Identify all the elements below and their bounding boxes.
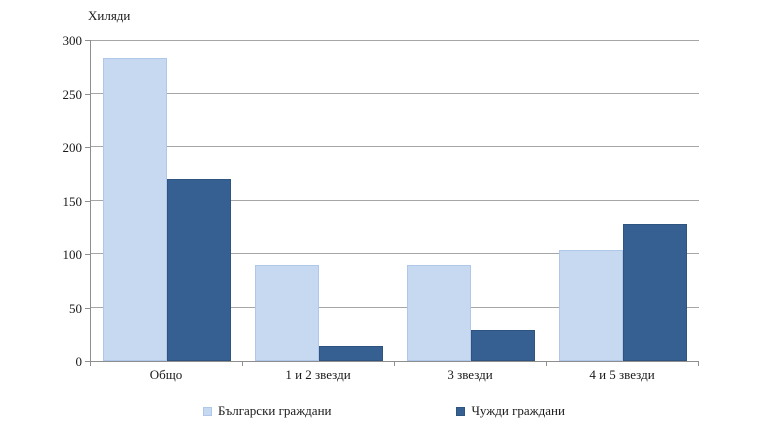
legend-swatch-icon [203, 406, 213, 416]
x-tick-mark-0 [90, 362, 91, 366]
legend: Български граждани Чужди граждани [0, 403, 768, 419]
bar-group-1 [243, 40, 395, 361]
x-axis-label-1: 1 и 2 звезди [285, 367, 351, 382]
x-tick-mark-4 [698, 362, 699, 366]
bar [103, 58, 167, 361]
gridline-y-200 [91, 146, 699, 147]
y-tick-mark-100 [85, 254, 90, 255]
x-tick-mark-3 [546, 362, 547, 366]
bar [559, 249, 623, 361]
y-tick-label-0: 0 [75, 354, 83, 369]
plot-area [90, 40, 699, 362]
bar-group-3 [547, 40, 699, 361]
bar [407, 264, 471, 361]
gridline-y-100 [91, 253, 699, 254]
bar [623, 224, 687, 361]
y-tick-label-100: 100 [62, 247, 83, 262]
gridline-y-250 [91, 92, 699, 94]
bar [167, 179, 231, 361]
y-tick-mark-200 [85, 147, 90, 148]
x-tick-mark-2 [394, 362, 395, 366]
gridline-y-150 [91, 199, 699, 201]
y-axis-title: Хиляди [88, 8, 131, 23]
legend-label-0: Български граждани [218, 403, 332, 418]
legend-label-1: Чужди граждани [471, 403, 565, 418]
x-tick-mark-1 [242, 362, 243, 366]
x-axis-label-3: 4 и 5 звезди [589, 367, 655, 382]
bar [471, 329, 535, 361]
legend-item-0: Български граждани [203, 403, 331, 419]
bar-group-2 [395, 40, 547, 361]
x-axis-label-0: Общо [149, 367, 183, 382]
bar-group-0 [91, 40, 243, 361]
y-tick-label-50: 50 [69, 300, 82, 316]
legend-swatch-icon [456, 406, 466, 416]
y-tick-mark-0 [85, 361, 90, 362]
y-tick-mark-250 [85, 93, 90, 95]
y-tick-mark-50 [85, 307, 90, 309]
y-tick-label-250: 250 [62, 86, 83, 102]
bar [319, 346, 383, 361]
gridline-y-300 [91, 40, 699, 41]
y-tick-label-150: 150 [62, 193, 83, 209]
y-tick-mark-150 [85, 200, 90, 202]
x-axis-label-2: 3 звезди [447, 367, 493, 382]
y-tick-mark-300 [85, 40, 90, 41]
y-tick-label-300: 300 [62, 33, 83, 48]
gridline-y-50 [91, 306, 699, 308]
bar [255, 264, 319, 361]
legend-item-1: Чужди граждани [456, 403, 565, 419]
y-tick-label-200: 200 [62, 140, 83, 155]
